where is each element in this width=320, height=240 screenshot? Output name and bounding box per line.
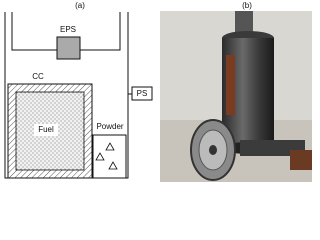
powder-icon: [95, 152, 105, 161]
eps-label: EPS: [60, 25, 76, 34]
fuel-label-bg: [34, 124, 58, 136]
powder-box: [92, 134, 127, 179]
eps-box: [56, 36, 81, 60]
photo-axle: [209, 145, 217, 155]
photo-top-fitting: [235, 11, 253, 33]
panel-label: (a): [75, 1, 85, 10]
ps-box: [131, 86, 153, 101]
panel-label: (b): [242, 1, 252, 10]
ps-label: PS: [137, 89, 148, 98]
cc-label: CC: [32, 72, 44, 81]
powder-icon: [105, 142, 115, 151]
photo-strap: [226, 55, 235, 115]
photo-base-plate: [240, 140, 305, 156]
powder-icon: [108, 161, 118, 170]
powder-label: Powder: [96, 122, 123, 131]
figure: (a) EPS CC Fuel Powder PS (b): [4, 1, 312, 182]
photo-bracket: [290, 150, 312, 170]
fuel-label: Fuel: [38, 125, 54, 134]
